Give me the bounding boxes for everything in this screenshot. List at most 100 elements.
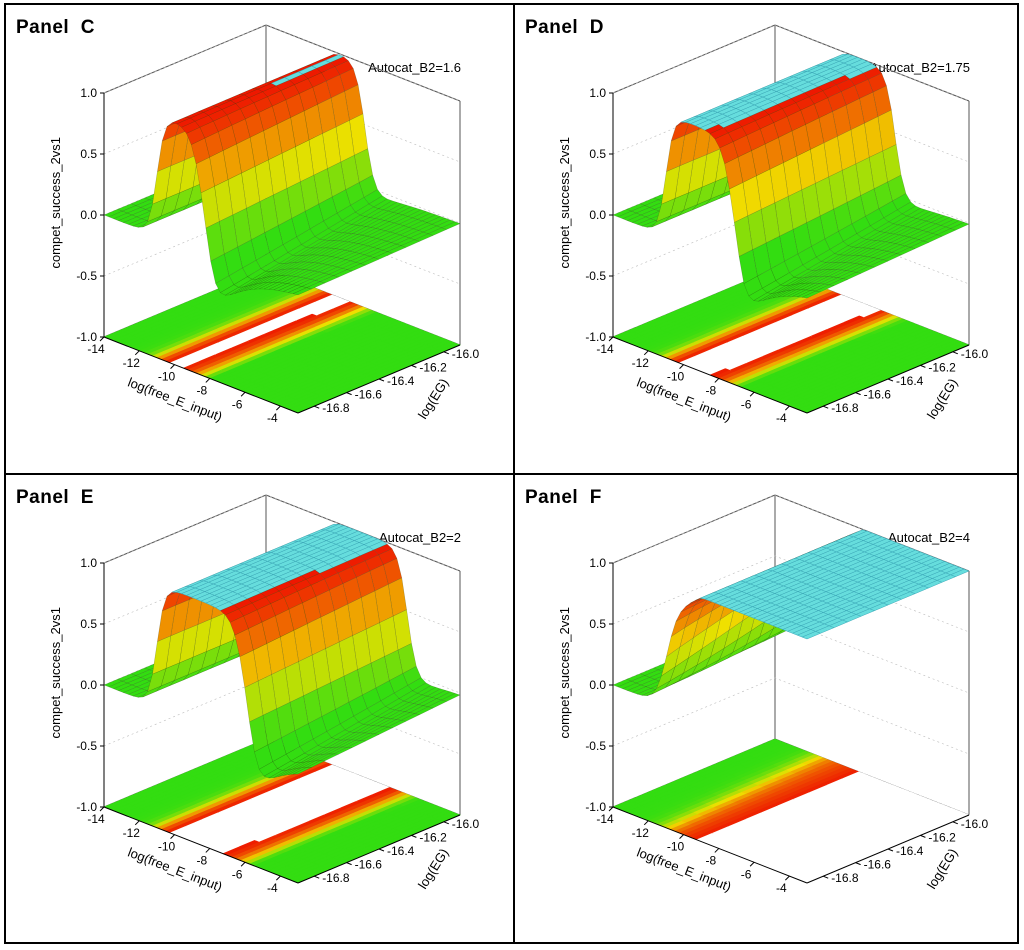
z-tick-label: 0.0 (80, 678, 97, 692)
x-tick (276, 875, 281, 881)
y-tick-label: -16.0 (961, 817, 989, 831)
y-axis-label: log(EG) (415, 846, 451, 892)
x-tick-label: -6 (741, 397, 752, 411)
x-tick-label: -10 (158, 840, 176, 854)
x-tick-label: -8 (705, 383, 716, 397)
z-tick-label: 0.5 (589, 147, 606, 161)
x-tick (134, 350, 140, 356)
y-tick (314, 405, 320, 409)
y-tick (887, 378, 894, 382)
x-tick-label: -12 (123, 826, 141, 840)
y-tick-label: -16.8 (322, 401, 350, 415)
y-tick-label: -16.2 (928, 830, 956, 844)
z-tick-label: -1.0 (585, 800, 606, 814)
y-tick-label: -16.4 (387, 374, 415, 388)
y-tick-label: -16.6 (355, 388, 383, 402)
x-tick-label: -12 (123, 356, 141, 370)
x-tick (749, 861, 755, 867)
y-tick (411, 364, 417, 368)
x-axis-line (103, 806, 299, 884)
y-tick (346, 392, 352, 396)
y-tick-label: -16.4 (896, 374, 924, 388)
z-axis-label: compet_success_2vs1 (48, 607, 63, 739)
x-tick (240, 861, 246, 867)
z-axis-label: compet_success_2vs1 (557, 607, 572, 739)
z-tick-label: -0.5 (76, 269, 97, 283)
x-tick (170, 834, 175, 839)
y-tick (920, 834, 926, 838)
x-tick (240, 391, 246, 397)
x-tick (99, 336, 105, 342)
x-tick-label: -4 (776, 881, 787, 895)
x-tick-label: -14 (87, 342, 105, 356)
y-tick-label: -16.2 (928, 360, 956, 374)
surface-patch (801, 290, 822, 299)
z-tick-label: -1.0 (585, 330, 606, 344)
y-tick (887, 848, 894, 852)
x-tick-label: -8 (196, 853, 207, 867)
floor-contour (612, 738, 970, 884)
y-axis-label: log(EG) (415, 376, 451, 422)
surface (612, 529, 970, 697)
y-tick-label: -16.6 (864, 858, 892, 872)
x-tick-label: -8 (196, 383, 207, 397)
surface (103, 54, 461, 296)
x-tick (749, 391, 755, 397)
y-tick-label: -16.0 (961, 347, 989, 361)
panel-d: Panel D Autocat_B2=1.75 -1.0 -0.5 0.0 0.5 1.0… (515, 5, 1020, 471)
z-tick-label: 0.0 (589, 208, 606, 222)
z-axis: -1.0 -0.5 0.0 0.5 1.0 compet_success_2vs1 (557, 556, 614, 814)
y-tick (855, 392, 861, 396)
x-tick (679, 364, 684, 369)
surface-plot-e: Autocat_B2=2 -1.0 -0.5 0.0 0.5 1.0 compet_succ… (48, 494, 480, 895)
z-axis: -1.0 -0.5 0.0 0.5 1.0 compet_success_2vs1 (48, 556, 105, 814)
z-tick-label: 0.5 (80, 617, 97, 631)
x-axis-line (103, 336, 299, 414)
x-tick-label: -14 (87, 812, 105, 826)
surface-patch (292, 767, 312, 775)
y-tick-label: -16.8 (322, 871, 350, 885)
x-tick (170, 364, 175, 369)
plot-title: Autocat_B2=1.75 (870, 60, 970, 75)
x-tick-label: -10 (667, 370, 685, 384)
z-axis: -1.0 -0.5 0.0 0.5 1.0 compet_success_2vs1 (557, 86, 614, 344)
y-tick (855, 862, 861, 866)
y-tick-label: -16.0 (452, 347, 480, 361)
figure: Panel C Autocat_B2=1.6 -1.0 -0.5 0.0 0.5 1.0 c… (4, 3, 1019, 944)
y-tick (378, 378, 385, 382)
x-tick (99, 806, 105, 812)
z-tick-label: 1.0 (80, 556, 97, 570)
surface-plot-c: Autocat_B2=1.6 -1.0 -0.5 0.0 0.5 1.0 compet_su… (48, 24, 480, 425)
x-tick (608, 806, 614, 812)
plot-title: Autocat_B2=1.6 (368, 60, 461, 75)
grid-line (103, 24, 461, 102)
x-tick (205, 848, 211, 853)
x-tick (714, 848, 720, 853)
z-tick-label: 1.0 (589, 86, 606, 100)
x-axis-line (612, 806, 808, 884)
plot-title: Autocat_B2=4 (888, 530, 970, 545)
x-tick-label: -10 (158, 370, 176, 384)
panel-title: Panel C (16, 17, 95, 38)
x-tick-label: -4 (267, 881, 278, 895)
y-tick (314, 875, 320, 879)
z-tick-label: 1.0 (589, 556, 606, 570)
z-tick-label: 0.0 (589, 678, 606, 692)
y-tick-label: -16.0 (452, 817, 480, 831)
surface (612, 53, 970, 302)
y-tick (952, 821, 958, 825)
x-tick (276, 405, 281, 411)
y-tick-label: -16.4 (387, 844, 415, 858)
x-axis-line (612, 336, 808, 414)
z-tick-label: -0.5 (585, 739, 606, 753)
y-tick (823, 405, 829, 409)
x-tick (134, 820, 140, 826)
panel-e: Panel E Autocat_B2=2 -1.0 -0.5 0.0 0.5 1.0 com… (6, 475, 511, 941)
y-tick-label: -16.8 (831, 871, 859, 885)
y-tick (823, 875, 829, 879)
y-tick-label: -16.6 (864, 388, 892, 402)
x-tick-label: -12 (632, 356, 650, 370)
x-tick-label: -4 (267, 411, 278, 425)
z-axis: -1.0 -0.5 0.0 0.5 1.0 compet_success_2vs1 (48, 86, 105, 344)
z-tick-label: -0.5 (585, 269, 606, 283)
